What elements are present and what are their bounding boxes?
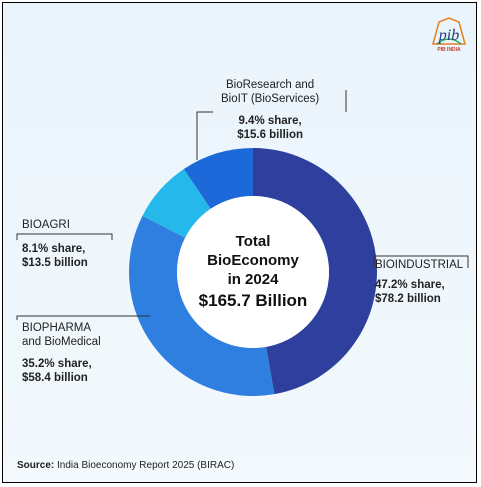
slice-bioresearch: [183, 148, 253, 209]
center-line-3: in 2024: [227, 271, 279, 288]
donut-center-text: Total BioEconomy in 2024 $165.7 Billion: [178, 232, 328, 313]
source-text: India Bioeconomy Report 2025 (BIRAC): [54, 460, 235, 471]
slice-bioindustrial: [253, 147, 378, 395]
center-line-2: BioEconomy: [207, 252, 299, 269]
leader-line-bioagri: [16, 233, 113, 240]
bioresearch-label: BioResearch and BioIT (BioServices) 9.4%…: [221, 79, 320, 141]
source-note: Source: India Bioeconomy Report 2025 (BI…: [17, 460, 234, 471]
source-label: Source:: [17, 460, 55, 471]
slice-bioagri: [142, 169, 211, 238]
slice-biopharma: [128, 215, 275, 397]
leader-line-bioindustrial: [373, 255, 469, 268]
center-total: $165.7 Billion: [198, 291, 308, 310]
pib-logo-icon: pib: [432, 17, 466, 45]
center-line-1: Total: [235, 233, 271, 250]
bioagri-label: BIOAGRI 8.1% share, $13.5 billion: [22, 219, 88, 269]
leader-line-bioresearch: [196, 111, 213, 160]
bioindustrial-label: BIOINDUSTRIAL 47.2% share, $78.2 billion: [375, 259, 464, 305]
donut-hole: [177, 196, 329, 348]
biopharma-label: BIOPHARMA and BioMedical 35.2% share, $5…: [22, 322, 101, 384]
logo-caption: PIB INDIA: [437, 47, 461, 53]
leader-line-biopharma: [16, 315, 150, 320]
svg-text:pib: pib: [438, 27, 459, 44]
